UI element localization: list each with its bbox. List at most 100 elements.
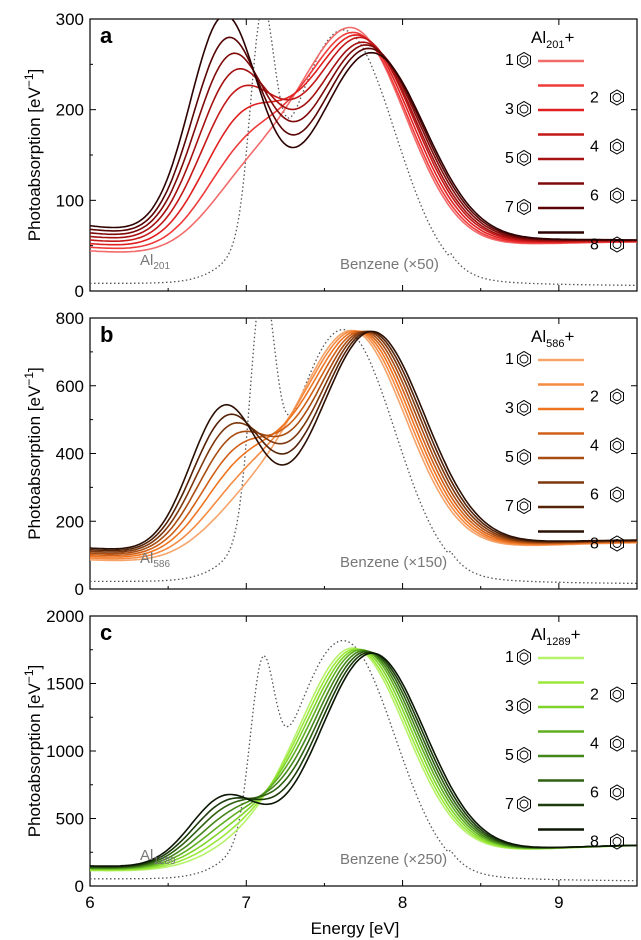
legend-label: 5: [505, 747, 514, 764]
benzene-ring-icon: [517, 746, 531, 764]
y-tick-label: 200: [56, 512, 84, 531]
legend-title: Al1289+: [531, 625, 581, 648]
y-tick-label: 600: [56, 377, 84, 396]
al-reference-label: Al201: [140, 252, 170, 272]
legend-label: 4: [590, 438, 599, 455]
series-line-7: [90, 651, 637, 868]
panel-label: c: [100, 620, 112, 645]
x-tick-label: 9: [554, 893, 563, 912]
panel-b: 0 200 400 600 800 Photoabsorption [eV−1] b Al58…: [22, 309, 638, 599]
benzene-ring-icon: [517, 350, 531, 368]
panel-label: b: [100, 322, 113, 347]
series-line-8: [90, 652, 637, 867]
legend-label: 5: [505, 150, 514, 167]
series-line-8: [90, 19, 637, 241]
benzene-ring-icon: [517, 149, 531, 167]
benzene-ring-icon: [610, 686, 624, 703]
y-tick-label: 800: [56, 309, 84, 328]
legend-label: 7: [505, 199, 514, 216]
plot-frame: [89, 317, 638, 590]
y-tick-label: 500: [56, 810, 84, 829]
benzene-ring-icon: [610, 89, 624, 106]
benzene-ring-icon: [517, 795, 531, 813]
legend-label: 3: [505, 101, 514, 118]
x-tick-label: 7: [242, 893, 251, 912]
legend: Al586+ 1 2 3 4 5 6 7 8: [505, 327, 624, 553]
legend-label: 1: [505, 649, 514, 666]
series-line-8: [90, 330, 637, 550]
benzene-ring-icon: [517, 697, 531, 715]
legend-label: 3: [505, 400, 514, 417]
y-tick-label: 0: [75, 580, 84, 599]
legend-title: Al586+: [531, 327, 574, 350]
series-line-7: [90, 330, 637, 552]
benzene-ring-icon: [610, 236, 624, 253]
benzene-ring-icon: [610, 735, 624, 752]
y-tick-label: 200: [56, 101, 84, 120]
legend-label: 3: [505, 698, 514, 715]
y-tick-label: 2000: [46, 607, 84, 626]
benzene-ring-icon: [610, 187, 624, 204]
legend-label: 6: [590, 785, 599, 802]
legend-label: 6: [590, 487, 599, 504]
y-tick-label: 1500: [46, 675, 84, 694]
panel-c: 0 500 1000 1500 2000 6 7 8 9 Photoabsorption [eV−…: [22, 607, 638, 912]
benzene-ring-icon: [610, 437, 624, 454]
benzene-ring-icon: [517, 497, 531, 515]
y-axis-label: Photoabsorption [eV−1]: [22, 665, 44, 837]
benzene-ring-icon: [517, 448, 531, 466]
y-tick-label: 0: [75, 877, 84, 896]
benzene-label: Benzene (×50): [340, 256, 439, 273]
legend-label: 1: [505, 52, 514, 69]
benzene-ring-icon: [610, 138, 624, 155]
series-line-1: [90, 329, 637, 562]
benzene-ring-icon: [517, 648, 531, 666]
legend-label: 4: [590, 139, 599, 156]
y-axis-label: Photoabsorption [eV−1]: [22, 367, 44, 539]
y-tick-label: 400: [56, 445, 84, 464]
al-reference-label: Al586: [140, 550, 170, 570]
series-line-6: [90, 330, 637, 553]
legend-label: 5: [505, 449, 514, 466]
legend-label: 6: [590, 188, 599, 205]
benzene-ring-icon: [610, 784, 624, 801]
legend-label: 2: [590, 687, 599, 704]
series-line-2: [90, 329, 637, 560]
benzene-ring-icon: [610, 388, 624, 405]
benzene-ring-icon: [610, 535, 624, 552]
legend-label: 7: [505, 796, 514, 813]
legend-label: 7: [505, 498, 514, 515]
benzene-ring-icon: [517, 100, 531, 118]
benzene-reference-line: [90, 318, 637, 585]
legend-label: 2: [590, 389, 599, 406]
x-tick-label: 6: [85, 893, 94, 912]
legend-title: Al201+: [531, 28, 574, 51]
y-tick-label: 100: [56, 191, 84, 210]
series-line-4: [90, 36, 637, 243]
legend-label: 8: [590, 237, 599, 254]
benzene-reference-line: [90, 639, 637, 882]
panel-a: 0 100 200 300 Photoabsorption [eV−1] a Al201 Be…: [22, 10, 638, 301]
series-line-3: [90, 34, 637, 246]
legend: Al201+ 1 2 3 4 5 6 7 8: [505, 28, 624, 254]
legend-label: 4: [590, 736, 599, 753]
series-line-2: [90, 31, 637, 250]
series-line-3: [90, 330, 637, 558]
y-axis-label: Photoabsorption [eV−1]: [22, 69, 44, 241]
legend-label: 1: [505, 351, 514, 368]
legend-label: 8: [590, 834, 599, 851]
benzene-ring-icon: [610, 833, 624, 850]
benzene-ring-icon: [610, 486, 624, 503]
benzene-ring-icon: [517, 198, 531, 216]
panel-label: a: [100, 23, 113, 48]
benzene-label: Benzene (×150): [340, 554, 447, 571]
series-line-6: [90, 650, 637, 869]
y-tick-label: 300: [56, 10, 84, 29]
benzene-ring-icon: [517, 399, 531, 417]
benzene-label: Benzene (×250): [340, 851, 447, 868]
legend-label: 8: [590, 536, 599, 553]
x-axis-label: Energy [eV]: [311, 919, 400, 938]
y-tick-label: 0: [75, 282, 84, 301]
x-tick-label: 8: [398, 893, 407, 912]
